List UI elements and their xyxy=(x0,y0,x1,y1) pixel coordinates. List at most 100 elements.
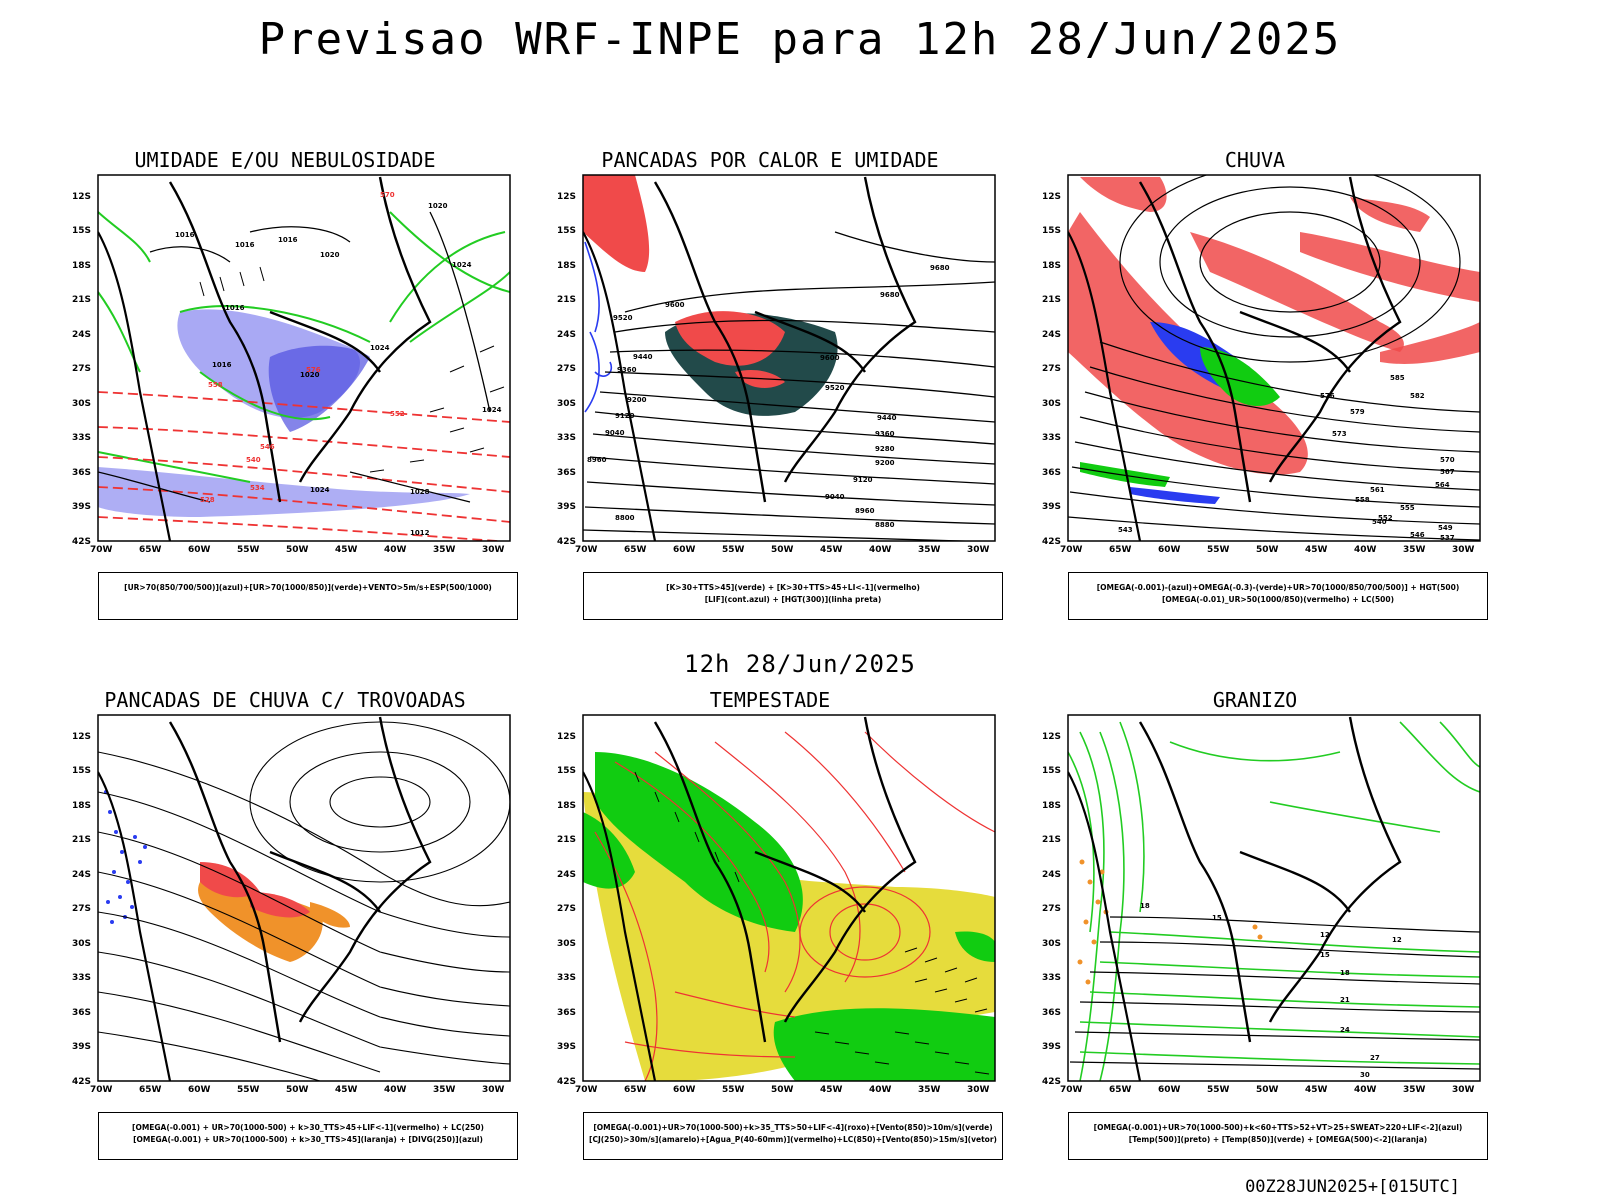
svg-text:24S: 24S xyxy=(72,870,91,880)
svg-text:50W: 50W xyxy=(1256,1085,1279,1095)
legend-line: [LIF](cont.azul) + [HGT(300)](linha pret… xyxy=(704,595,882,604)
svg-text:40W: 40W xyxy=(384,545,407,555)
svg-text:30W: 30W xyxy=(482,1085,505,1095)
lat-axis: 12S 15S 18S 21S 24S 27S 30S 33S 36S 39S 42S xyxy=(1042,732,1061,1087)
svg-text:9200: 9200 xyxy=(875,459,895,467)
svg-text:21S: 21S xyxy=(1042,295,1061,305)
lat-axis: 12S 15S 18S 21S 24S 27S 30S 33S 36S 39S 42S xyxy=(557,192,576,547)
svg-text:24S: 24S xyxy=(72,330,91,340)
svg-text:564: 564 xyxy=(1435,481,1450,489)
svg-text:45W: 45W xyxy=(820,545,843,555)
svg-text:42S: 42S xyxy=(557,537,576,547)
svg-text:15: 15 xyxy=(1212,914,1222,922)
svg-text:36S: 36S xyxy=(1042,1008,1061,1018)
svg-text:35W: 35W xyxy=(918,1085,941,1095)
svg-text:42S: 42S xyxy=(72,1077,91,1087)
svg-text:1016: 1016 xyxy=(225,304,245,312)
svg-text:45W: 45W xyxy=(1305,545,1328,555)
svg-text:60W: 60W xyxy=(673,545,696,555)
main-title: Previsao WRF-INPE para 12h 28/Jun/2025 xyxy=(258,14,1342,65)
svg-text:27S: 27S xyxy=(1042,904,1061,914)
svg-text:543: 543 xyxy=(1118,526,1133,534)
map-granizo: 18 15 12 12 15 18 21 24 27 30 12S 15S 18S 21S 24S… xyxy=(1042,714,1481,1095)
panel-title: PANCADAS DE CHUVA C/ TROVOADAS xyxy=(104,688,466,712)
legend-line: [OMEGA(-0.001) + UR>70(1000-500) + k>30_… xyxy=(133,1135,483,1144)
svg-text:573: 573 xyxy=(1332,430,1347,438)
svg-text:18S: 18S xyxy=(1042,261,1061,271)
svg-text:8960: 8960 xyxy=(855,507,875,515)
svg-text:9600: 9600 xyxy=(665,301,685,309)
panel-title: UMIDADE E/OU NEBULOSIDADE xyxy=(134,148,436,172)
svg-text:30S: 30S xyxy=(1042,399,1061,409)
svg-text:21S: 21S xyxy=(557,295,576,305)
svg-text:570: 570 xyxy=(380,191,395,199)
svg-text:35W: 35W xyxy=(433,545,456,555)
svg-text:9040: 9040 xyxy=(605,429,625,437)
legend-box: [K>30+TTS>45](verde) + [K>30+TTS>45+LI<-… xyxy=(583,572,1003,620)
lon-axis: 70W 65W 60W 55W 50W 45W 40W 35W 30W xyxy=(1060,545,1475,555)
svg-text:60W: 60W xyxy=(1158,545,1181,555)
svg-text:30S: 30S xyxy=(72,939,91,949)
svg-text:15S: 15S xyxy=(72,226,91,236)
svg-text:15S: 15S xyxy=(1042,766,1061,776)
svg-text:15: 15 xyxy=(1320,951,1330,959)
svg-text:30W: 30W xyxy=(482,545,505,555)
svg-text:15S: 15S xyxy=(72,766,91,776)
svg-text:21: 21 xyxy=(1340,996,1350,1004)
run-timestamp: 00Z28JUN2025+[015UTC] xyxy=(1245,1177,1460,1197)
svg-text:582: 582 xyxy=(1410,392,1425,400)
svg-text:42S: 42S xyxy=(1042,537,1061,547)
lon-axis: 70W 65W 60W 55W 50W 45W 40W 35W 30W xyxy=(1060,1085,1475,1095)
svg-text:9040: 9040 xyxy=(825,493,845,501)
svg-text:65W: 65W xyxy=(139,545,162,555)
lon-axis: 70W 65W 60W 55W 50W 45W 40W 35W 30W xyxy=(90,545,505,555)
humidity-area-blue-south xyxy=(98,467,470,517)
svg-text:546: 546 xyxy=(260,443,275,451)
svg-text:30S: 30S xyxy=(72,399,91,409)
svg-text:9360: 9360 xyxy=(875,430,895,438)
svg-text:15S: 15S xyxy=(1042,226,1061,236)
svg-text:9680: 9680 xyxy=(930,264,950,272)
panel-title: CHUVA xyxy=(1224,148,1286,172)
instability-area-red xyxy=(675,311,785,366)
svg-text:30: 30 xyxy=(1360,1071,1370,1079)
lat-axis: 12S 15S 18S 21S 24S 27S 30S 33S 36S 39S 42S xyxy=(557,732,576,1087)
svg-text:18S: 18S xyxy=(72,261,91,271)
map-pancadas-calor: 9680 9680 9600 9520 9440 9360 9280 9200 9120 9… xyxy=(557,174,996,555)
svg-text:21S: 21S xyxy=(1042,835,1061,845)
legend-line: [Temp(500)](preto) + [Temp(850)](verde) … xyxy=(1128,1135,1428,1144)
svg-text:27S: 27S xyxy=(72,904,91,914)
svg-text:39S: 39S xyxy=(557,1042,576,1052)
svg-text:35W: 35W xyxy=(918,545,941,555)
lat-axis: 12S 15S 18S 21S 24S 27S 30S 33S 36S 39S 42S xyxy=(72,192,91,547)
svg-text:39S: 39S xyxy=(557,502,576,512)
lon-axis: 70W 65W 60W 55W 50W 45W 40W 35W 30W xyxy=(575,1085,990,1095)
instability-area-red-north xyxy=(583,175,650,272)
svg-text:9440: 9440 xyxy=(877,414,897,422)
svg-text:45W: 45W xyxy=(335,1085,358,1095)
svg-text:70W: 70W xyxy=(575,1085,598,1095)
svg-text:36S: 36S xyxy=(72,468,91,478)
svg-text:70W: 70W xyxy=(90,1085,113,1095)
svg-text:50W: 50W xyxy=(286,545,309,555)
svg-text:30W: 30W xyxy=(1452,545,1475,555)
svg-text:39S: 39S xyxy=(1042,502,1061,512)
legend-line: [OMEGA(-0.001) + UR>70(1000-500) + k>30_… xyxy=(132,1123,484,1132)
svg-text:30W: 30W xyxy=(967,1085,990,1095)
svg-text:18: 18 xyxy=(1140,902,1150,910)
svg-text:30S: 30S xyxy=(1042,939,1061,949)
svg-text:30S: 30S xyxy=(557,399,576,409)
svg-text:8960: 8960 xyxy=(587,456,607,464)
svg-text:60W: 60W xyxy=(1158,1085,1181,1095)
svg-text:1016: 1016 xyxy=(235,241,255,249)
svg-text:35W: 35W xyxy=(1403,545,1426,555)
svg-text:45W: 45W xyxy=(1305,1085,1328,1095)
svg-text:8800: 8800 xyxy=(615,514,635,522)
legend-line: [K>30+TTS>45](verde) + [K>30+TTS>45+LI<-… xyxy=(666,583,920,592)
svg-text:1028: 1028 xyxy=(410,488,430,496)
svg-text:1024: 1024 xyxy=(452,261,472,269)
svg-text:65W: 65W xyxy=(624,1085,647,1095)
svg-text:558: 558 xyxy=(1355,496,1370,504)
svg-text:24S: 24S xyxy=(557,870,576,880)
